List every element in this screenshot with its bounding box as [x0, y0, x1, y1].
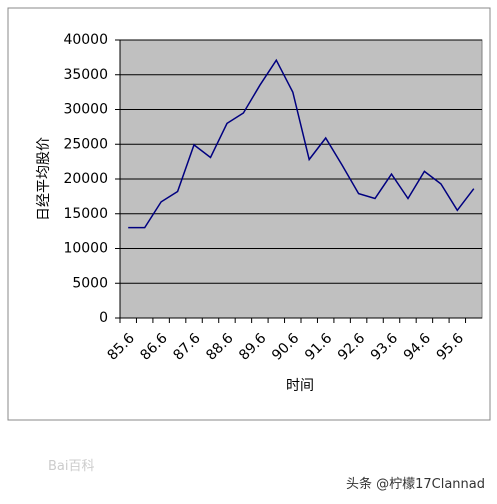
y-tick-label: 0	[99, 310, 108, 326]
y-tick-label: 35000	[63, 67, 108, 83]
x-axis-label: 时间	[286, 378, 314, 394]
y-tick-label: 15000	[63, 206, 108, 222]
y-tick-label: 25000	[63, 136, 108, 152]
y-tick-label: 40000	[63, 32, 108, 48]
watermark: Bai百科	[48, 459, 95, 474]
y-tick-label: 10000	[63, 241, 108, 257]
y-tick-label: 5000	[72, 275, 108, 291]
watermark: 头条 @柠檬17Clannad	[346, 476, 485, 492]
y-axis-label: 日经平均股价	[36, 137, 52, 221]
y-tick-label: 30000	[63, 102, 108, 118]
y-tick-label: 20000	[63, 171, 108, 187]
data-line	[128, 58, 475, 229]
